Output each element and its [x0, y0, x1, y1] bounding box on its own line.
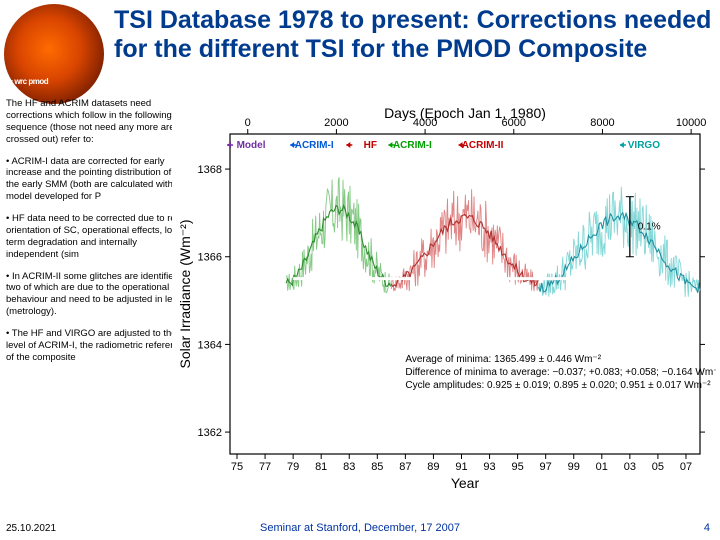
svg-text:Days (Epoch Jan 1, 1980): Days (Epoch Jan 1, 1980) — [384, 105, 546, 121]
svg-text:93: 93 — [483, 461, 495, 473]
svg-text:2000: 2000 — [324, 117, 348, 129]
page-title: TSI Database 1978 to present: Correction… — [104, 4, 712, 64]
para-2: • HF data need to be corrected due to re… — [6, 213, 186, 261]
svg-text:1368: 1368 — [198, 164, 222, 176]
svg-text:97: 97 — [540, 461, 552, 473]
footer-page: 4 — [704, 522, 710, 534]
pmod-logo: ◐wrc pmod — [4, 4, 104, 104]
svg-text:03: 03 — [624, 461, 636, 473]
footer-center: Seminar at Stanford, December, 17 2007 — [0, 522, 720, 534]
para-0: The HF and ACRIM datasets need correctio… — [6, 98, 186, 146]
svg-text:ACRIM-II: ACRIM-II — [462, 140, 504, 151]
svg-text:79: 79 — [287, 461, 299, 473]
svg-text:Model: Model — [237, 140, 266, 151]
svg-text:87: 87 — [399, 461, 411, 473]
svg-text:Cycle amplitudes: 0.925 ± 0.01: Cycle amplitudes: 0.925 ± 0.019; 0.895 ±… — [405, 380, 711, 391]
svg-text:89: 89 — [427, 461, 439, 473]
svg-text:95: 95 — [511, 461, 523, 473]
logo-text: ◐wrc pmod — [10, 77, 48, 86]
svg-text:07: 07 — [680, 461, 692, 473]
body-text: The HF and ACRIM datasets need correctio… — [6, 98, 186, 374]
svg-text:91: 91 — [455, 461, 467, 473]
svg-text:ACRIM-I: ACRIM-I — [295, 140, 334, 151]
svg-text:VIRGO: VIRGO — [628, 140, 660, 151]
svg-text:81: 81 — [315, 461, 327, 473]
svg-text:10000: 10000 — [676, 117, 707, 129]
svg-text:1364: 1364 — [198, 339, 222, 351]
svg-text:1362: 1362 — [198, 427, 222, 439]
svg-text:1366: 1366 — [198, 252, 222, 264]
svg-text:Average of minima: 1365.499 ±: Average of minima: 1365.499 ± 0.446 Wm⁻² — [405, 354, 601, 365]
svg-text:99: 99 — [568, 461, 580, 473]
svg-text:Year: Year — [451, 475, 480, 491]
svg-text:75: 75 — [231, 461, 243, 473]
svg-text:01: 01 — [596, 461, 608, 473]
svg-text:0.1%: 0.1% — [638, 222, 661, 233]
para-1: • ACRIM-I data are corrected for early i… — [6, 156, 186, 204]
svg-text:Solar Irradiance (Wm⁻²): Solar Irradiance (Wm⁻²) — [177, 220, 193, 369]
svg-text:83: 83 — [343, 461, 355, 473]
svg-text:Difference of minima to averag: Difference of minima to average: −0.037;… — [405, 367, 716, 378]
svg-text:0: 0 — [245, 117, 251, 129]
svg-text:77: 77 — [259, 461, 271, 473]
svg-text:85: 85 — [371, 461, 383, 473]
svg-text:HF: HF — [364, 140, 377, 151]
para-4: • The HF and VIRGO are adjusted to the l… — [6, 328, 186, 364]
para-3: • In ACRIM-II some glitches are identifi… — [6, 271, 186, 319]
svg-text:ACRIM-I: ACRIM-I — [393, 140, 432, 151]
svg-text:05: 05 — [652, 461, 664, 473]
tsi-chart: 1362136413661368020004000600080001000075… — [172, 104, 716, 510]
svg-text:8000: 8000 — [590, 117, 614, 129]
